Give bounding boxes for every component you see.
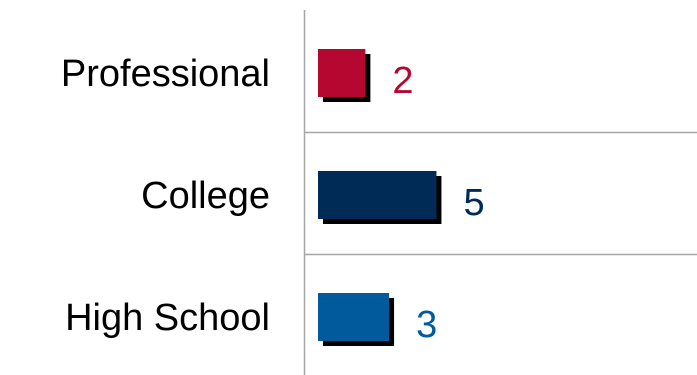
data-label: 2	[392, 60, 413, 102]
bar-series	[318, 49, 442, 346]
data-label: 5	[463, 182, 484, 224]
category-axis-labels: Professional College High School	[61, 53, 270, 339]
bar	[318, 293, 390, 341]
category-label: College	[141, 175, 270, 217]
data-labels: 2 5 3	[392, 60, 484, 346]
bar	[318, 49, 366, 97]
data-label: 3	[416, 304, 437, 346]
category-label: Professional	[61, 53, 270, 95]
bar	[318, 171, 437, 219]
category-label: High School	[65, 297, 270, 339]
chart-grid	[303, 10, 697, 375]
